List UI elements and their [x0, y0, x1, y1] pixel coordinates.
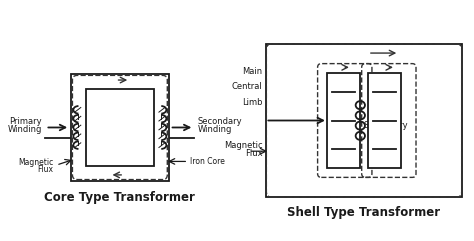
- Text: Shell Type Transformer: Shell Type Transformer: [287, 206, 440, 219]
- Bar: [86, 89, 154, 166]
- Text: Secondary: Secondary: [198, 117, 242, 126]
- Text: Primary: Primary: [9, 117, 42, 126]
- Text: Central: Central: [232, 82, 263, 91]
- Text: Iron Core: Iron Core: [190, 157, 225, 166]
- Text: Magnetic: Magnetic: [18, 158, 54, 167]
- Text: Main: Main: [243, 67, 263, 76]
- Text: Primary: Primary: [326, 112, 358, 121]
- Text: Winding: Winding: [198, 125, 232, 134]
- Text: Core Type Transformer: Core Type Transformer: [45, 191, 195, 204]
- Text: Flux: Flux: [245, 148, 263, 158]
- Text: Magnetic: Magnetic: [224, 141, 263, 150]
- Bar: [327, 73, 360, 168]
- Bar: [368, 73, 401, 168]
- Bar: [71, 74, 169, 181]
- Text: Flux: Flux: [37, 165, 54, 174]
- Text: Secondary: Secondary: [364, 121, 409, 130]
- Text: Limb: Limb: [242, 98, 263, 107]
- Bar: [266, 44, 462, 197]
- Text: Winding: Winding: [8, 125, 42, 134]
